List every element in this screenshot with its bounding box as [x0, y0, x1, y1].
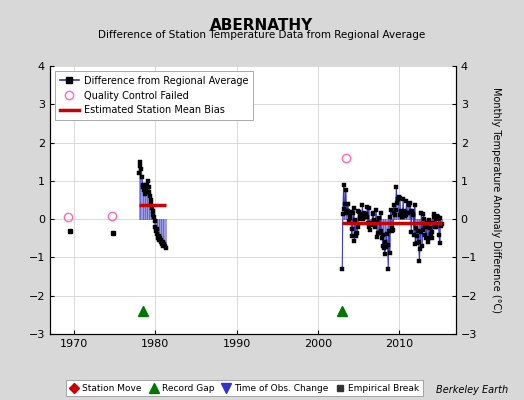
Legend: Station Move, Record Gap, Time of Obs. Change, Empirical Break: Station Move, Record Gap, Time of Obs. C…: [66, 380, 423, 396]
Text: Berkeley Earth: Berkeley Earth: [436, 385, 508, 395]
Text: ABERNATHY: ABERNATHY: [210, 18, 314, 33]
Y-axis label: Monthly Temperature Anomaly Difference (°C): Monthly Temperature Anomaly Difference (…: [491, 87, 501, 313]
Text: Difference of Station Temperature Data from Regional Average: Difference of Station Temperature Data f…: [99, 30, 425, 40]
